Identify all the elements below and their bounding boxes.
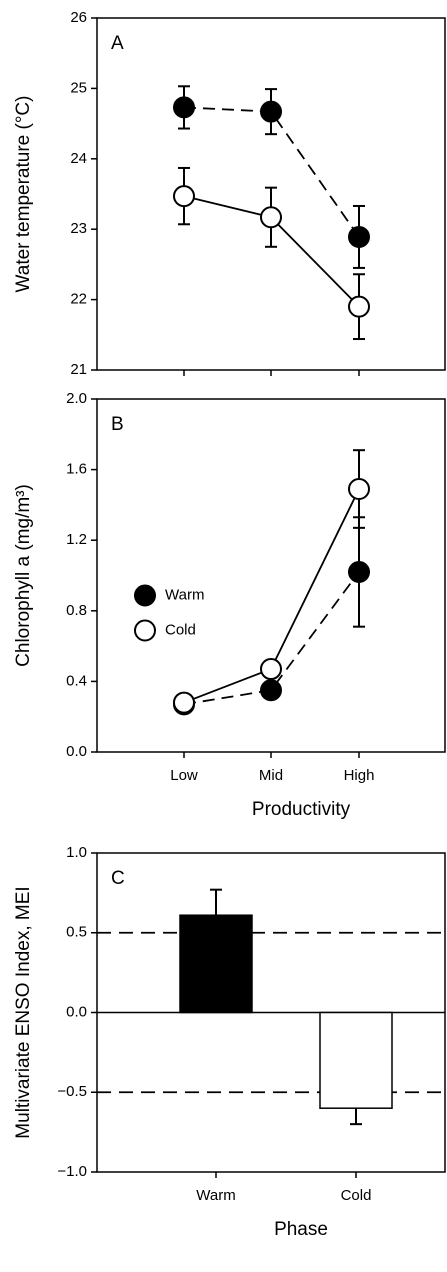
x-tick-label: Low: [170, 767, 198, 784]
legend-label: Cold: [165, 621, 196, 638]
y-tick-label: 0.0: [66, 1003, 87, 1020]
y-tick-label: 1.6: [66, 461, 87, 478]
marker: [260, 679, 282, 702]
y-tick-label: 1.2: [66, 531, 87, 548]
marker: [260, 658, 282, 681]
y-tick-label: 0.4: [66, 672, 87, 689]
y-tick-label: −0.5: [57, 1083, 87, 1100]
x-tick-label: Warm: [196, 1187, 235, 1204]
bar: [179, 914, 253, 1014]
marker: [260, 100, 282, 123]
legend-label: Warm: [165, 586, 204, 603]
y-tick-label: 25: [70, 79, 87, 96]
y-axis-label: Multivariate ENSO Index, MEI: [13, 886, 34, 1138]
panel-label: C: [111, 868, 125, 889]
y-tick-label: 23: [70, 220, 87, 237]
y-tick-label: 2.0: [66, 390, 87, 407]
marker: [348, 225, 370, 248]
marker: [348, 295, 370, 318]
marker: [348, 478, 370, 501]
panel-label: B: [111, 414, 124, 435]
y-tick-label: 26: [70, 9, 87, 26]
y-tick-label: 24: [70, 150, 87, 167]
y-tick-label: 22: [70, 291, 87, 308]
y-tick-label: 0.0: [66, 743, 87, 760]
x-axis-label: Productivity: [252, 799, 351, 820]
y-tick-label: 0.8: [66, 602, 87, 619]
series-line: [183, 571, 360, 706]
y-tick-label: 1.0: [66, 844, 87, 861]
marker: [173, 185, 195, 208]
marker: [348, 560, 370, 583]
y-tick-label: −1.0: [57, 1163, 87, 1180]
x-tick-label: Mid: [259, 767, 283, 784]
y-axis-label: Chlorophyll a (mg/m³): [13, 484, 34, 667]
bar: [319, 1011, 393, 1109]
y-tick-label: 21: [70, 361, 87, 378]
marker: [173, 96, 195, 119]
legend-marker: [134, 619, 156, 642]
x-tick-label: High: [344, 767, 375, 784]
marker: [173, 691, 195, 714]
marker: [260, 206, 282, 229]
x-axis-label: Phase: [274, 1219, 328, 1240]
legend-marker: [134, 584, 156, 607]
y-tick-label: 0.5: [66, 924, 87, 941]
y-axis-label: Water temperature (°C): [13, 96, 34, 293]
x-tick-label: Cold: [341, 1187, 372, 1204]
panel-label: A: [111, 33, 124, 54]
